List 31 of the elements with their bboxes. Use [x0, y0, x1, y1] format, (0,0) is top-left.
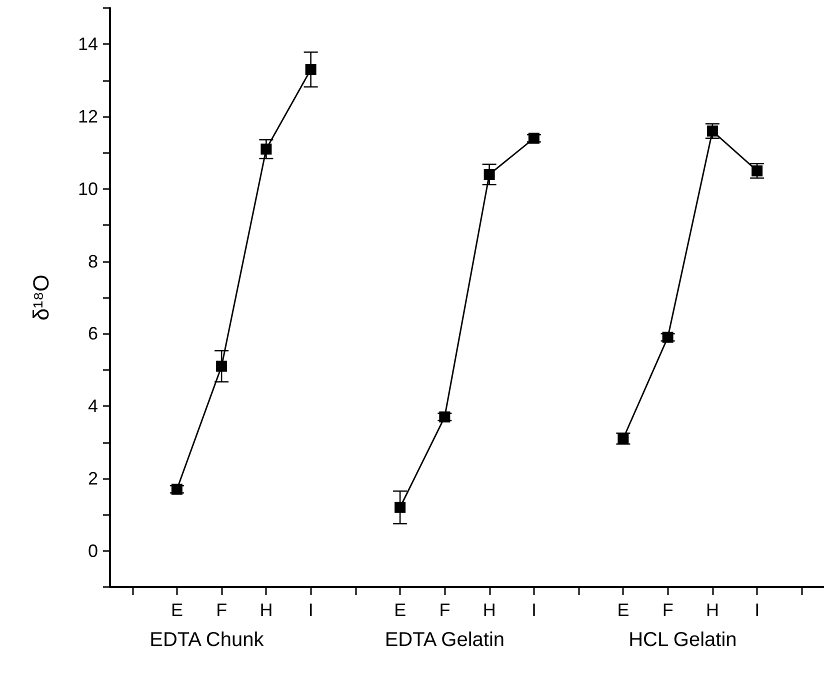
x-tick-label: H [482, 600, 496, 620]
point [394, 502, 406, 513]
x-tick-label: H [706, 600, 719, 620]
x-tick-label: H [260, 600, 273, 620]
x-tick-label: F [216, 600, 228, 620]
x-tick-label: I [531, 600, 536, 620]
x-tick-label: F [662, 600, 674, 620]
y-tick-label: 14 [78, 34, 98, 54]
text: EDTA Gelatin [384, 629, 505, 651]
x-tick-label: I [754, 600, 760, 620]
point [260, 144, 272, 155]
point [752, 165, 763, 176]
point [484, 168, 495, 180]
x-tick-label: E [170, 600, 183, 620]
x-tick-label: F [439, 600, 450, 620]
y-tick-label: 6 [88, 324, 98, 344]
x-tick-label: E [394, 600, 406, 620]
x-tick-label: I [308, 600, 314, 620]
point [216, 360, 228, 372]
y-tick-label: 8 [88, 251, 98, 272]
y-tick-label: 4 [88, 396, 98, 416]
y-tick-label: 10 [78, 178, 98, 199]
x-tick-label: E [617, 600, 630, 620]
point [706, 126, 718, 137]
y-tick-label: 12 [78, 106, 98, 127]
text: HCL Gelatin [628, 629, 737, 651]
y-tick-label: 2 [88, 468, 98, 488]
text: EDTA Chunk [150, 629, 265, 651]
y-tick-label: 0 [88, 540, 98, 561]
y-axis-title: δ¹⁸O [28, 274, 54, 320]
point [305, 64, 316, 76]
